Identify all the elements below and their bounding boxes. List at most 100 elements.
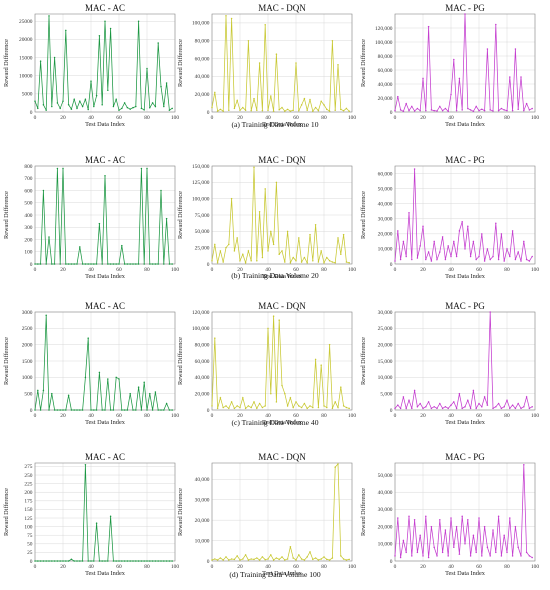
- data-point: [149, 560, 151, 562]
- data-point: [267, 250, 269, 252]
- data-point: [326, 256, 328, 259]
- plot-frame: [211, 165, 353, 265]
- data-point: [34, 263, 36, 265]
- data-point: [292, 557, 294, 559]
- data-point: [447, 407, 449, 410]
- data-point: [126, 106, 129, 109]
- data-point: [334, 261, 336, 264]
- data-point: [486, 404, 489, 406]
- data-point: [295, 401, 297, 403]
- data-point: [157, 409, 159, 411]
- data-point: [436, 258, 438, 261]
- data-point: [331, 407, 334, 410]
- chart-title: MAC - DQN: [258, 301, 306, 311]
- x-tick-label: 80: [144, 267, 150, 273]
- data-point: [478, 255, 480, 258]
- data-point: [348, 110, 350, 112]
- data-point: [397, 517, 399, 519]
- data-point: [337, 463, 339, 465]
- data-point: [411, 105, 413, 108]
- y-tick-label: 40,000: [195, 477, 210, 483]
- y-tick-label: 0: [390, 110, 393, 116]
- data-point: [284, 110, 286, 112]
- x-axis-label: Test Data Index: [85, 419, 126, 426]
- x-axis-label: Test Data Index: [262, 570, 303, 577]
- data-point: [244, 261, 247, 264]
- data-point: [422, 77, 424, 80]
- data-point: [256, 407, 258, 410]
- data-point: [154, 105, 157, 108]
- data-point: [90, 263, 92, 265]
- data-point: [345, 261, 348, 263]
- data-point: [104, 409, 106, 411]
- data-point: [439, 105, 441, 108]
- y-tick-label: 30,000: [378, 507, 393, 513]
- x-tick-label: 100: [348, 267, 356, 273]
- x-tick-label: 20: [420, 413, 426, 419]
- data-point: [154, 263, 157, 265]
- chart-title: MAC - PG: [445, 3, 485, 13]
- data-point: [523, 240, 525, 243]
- data-point: [408, 399, 410, 401]
- x-tick-label: 20: [420, 564, 426, 570]
- data-point: [286, 230, 289, 233]
- data-point: [298, 237, 300, 239]
- data-point: [258, 62, 261, 64]
- x-tick-label: 100: [348, 115, 356, 121]
- data-point: [458, 553, 461, 555]
- x-tick-label: 20: [237, 413, 243, 419]
- data-point: [525, 102, 528, 105]
- data-point: [118, 263, 120, 265]
- x-tick-label: 0: [394, 413, 397, 419]
- data-point: [334, 466, 336, 468]
- data-point: [70, 409, 73, 411]
- data-point: [157, 263, 159, 265]
- data-point: [143, 263, 145, 265]
- data-point: [413, 389, 416, 392]
- data-point: [416, 107, 419, 110]
- data-point: [53, 409, 56, 411]
- data-point: [298, 405, 300, 407]
- data-point: [121, 107, 123, 110]
- y-tick-label: 75,000: [195, 213, 210, 219]
- x-tick-label: 0: [211, 267, 214, 273]
- y-tick-label: 0: [390, 408, 393, 414]
- data-point: [256, 557, 258, 559]
- data-point: [317, 406, 320, 409]
- chart-title: MAC - AC: [85, 452, 125, 462]
- data-point: [458, 392, 461, 395]
- caption-b: (b) Training Data Volume 20: [231, 271, 319, 280]
- data-point: [129, 108, 131, 110]
- data-point: [464, 13, 466, 15]
- data-point: [303, 256, 306, 259]
- data-point: [236, 555, 238, 557]
- data-point: [160, 409, 162, 411]
- data-point: [306, 407, 308, 410]
- plot-frame: [34, 165, 176, 265]
- data-point: [309, 233, 311, 236]
- series-line: [394, 13, 533, 113]
- data-point: [214, 91, 216, 94]
- y-tick-label: 300: [24, 225, 32, 231]
- data-point: [405, 407, 407, 410]
- data-point: [331, 39, 334, 42]
- x-axis-label: Test Data Index: [445, 273, 486, 280]
- data-point: [430, 109, 433, 111]
- data-point: [405, 255, 407, 258]
- data-point: [481, 233, 483, 235]
- x-tick-label: 100: [171, 564, 179, 570]
- data-point: [303, 559, 306, 561]
- data-point: [81, 263, 84, 265]
- data-point: [503, 534, 505, 536]
- data-point: [450, 93, 452, 96]
- plot-frame: [34, 462, 176, 562]
- x-tick-label: 60: [293, 413, 299, 419]
- caption-c: (c) Training Data Volume 40: [231, 418, 318, 427]
- data-point: [160, 85, 162, 88]
- y-tick-label: 0: [207, 559, 210, 565]
- x-axis-label: Test Data Index: [445, 419, 486, 426]
- data-point: [531, 405, 533, 408]
- y-tick-label: 225: [24, 481, 32, 487]
- data-point: [112, 409, 115, 411]
